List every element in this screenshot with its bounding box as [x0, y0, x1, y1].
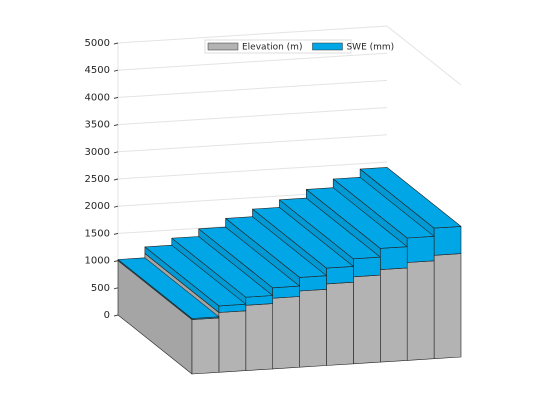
- bar-front: [272, 296, 300, 370]
- y-tick-label: 1000: [85, 256, 110, 267]
- y-tick-label: 2500: [85, 174, 110, 185]
- bar-top: [144, 244, 247, 307]
- legend-swatch: [207, 42, 239, 51]
- bar-front: [299, 275, 327, 292]
- bar-front: [406, 236, 435, 263]
- legend-label: Elevation (m): [242, 43, 302, 53]
- bar-top: [305, 187, 408, 249]
- tick-mark: [113, 287, 119, 290]
- bar-front: [379, 246, 408, 270]
- tick-mark: [113, 232, 119, 235]
- bar-front: [299, 288, 327, 368]
- y-tick-label: 3000: [85, 147, 110, 158]
- bar-front: [326, 266, 354, 285]
- tick-mark: [113, 178, 119, 181]
- bar-front: [218, 310, 247, 373]
- bar-top: [171, 236, 274, 298]
- legend-label: SWE (mm): [346, 43, 394, 53]
- tick-mark: [113, 96, 119, 99]
- y-tick-label: 0: [104, 310, 110, 321]
- tick-mark: [113, 260, 119, 263]
- bar-top: [359, 167, 462, 229]
- tick-mark: [113, 314, 119, 317]
- bar-top: [252, 207, 354, 269]
- bar-front: [406, 260, 435, 361]
- tick-mark: [113, 42, 119, 45]
- y-tick-label: 1500: [85, 228, 110, 239]
- y-tick-label: 4500: [85, 65, 110, 76]
- y-tick-label: 2000: [85, 201, 110, 212]
- bar-top: [332, 177, 435, 239]
- legend-swatch: [312, 42, 343, 51]
- bar-top: [117, 257, 220, 319]
- y-tick-label: 500: [91, 283, 110, 294]
- bar-front: [326, 281, 354, 366]
- grid-line: [117, 161, 388, 180]
- bar-top: [279, 197, 381, 260]
- tick-mark: [113, 205, 119, 208]
- grid-line: [117, 134, 388, 153]
- tick-mark: [113, 151, 119, 154]
- tick-mark: [113, 69, 119, 72]
- bar-front: [353, 256, 381, 278]
- y-tick-label: 3500: [85, 120, 110, 131]
- bar-front: [272, 285, 300, 299]
- bar-top: [198, 226, 300, 289]
- y-tick-label: 4000: [85, 92, 110, 103]
- axis-edge: [386, 25, 462, 86]
- bar-front: [353, 274, 381, 365]
- bar-front: [191, 317, 220, 375]
- y-tick-label: 5000: [85, 38, 110, 49]
- bar-front: [433, 253, 462, 360]
- bar-front: [245, 303, 274, 371]
- bar-top: [225, 216, 327, 278]
- grid-line: [117, 52, 388, 71]
- grid-line: [117, 25, 388, 44]
- grid-line: [117, 107, 388, 126]
- bar-front: [379, 267, 408, 363]
- grid-line: [117, 79, 388, 98]
- bar-front: [433, 226, 462, 256]
- tick-mark: [113, 124, 119, 127]
